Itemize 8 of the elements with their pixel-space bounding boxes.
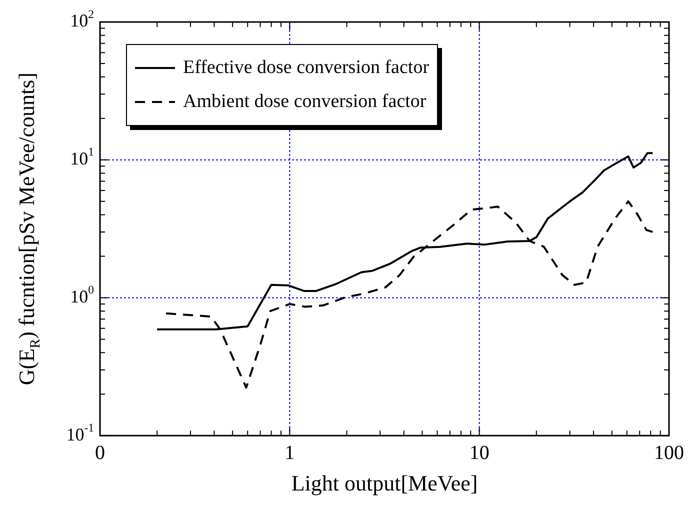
x-axis-title: Light output[MeVee]: [291, 470, 478, 496]
x-tick-label: 10: [469, 442, 490, 464]
legend-label: Ambient dose conversion factor: [183, 90, 426, 114]
legend-label: Effective dose conversion factor: [183, 56, 430, 80]
x-tick-label: 0: [95, 442, 105, 464]
x-tick-label: 1: [284, 442, 295, 464]
x-tick-label: 100: [654, 442, 684, 464]
y-axis-title: G(ER) fucntion[pSv MeVee/counts]: [14, 72, 44, 386]
